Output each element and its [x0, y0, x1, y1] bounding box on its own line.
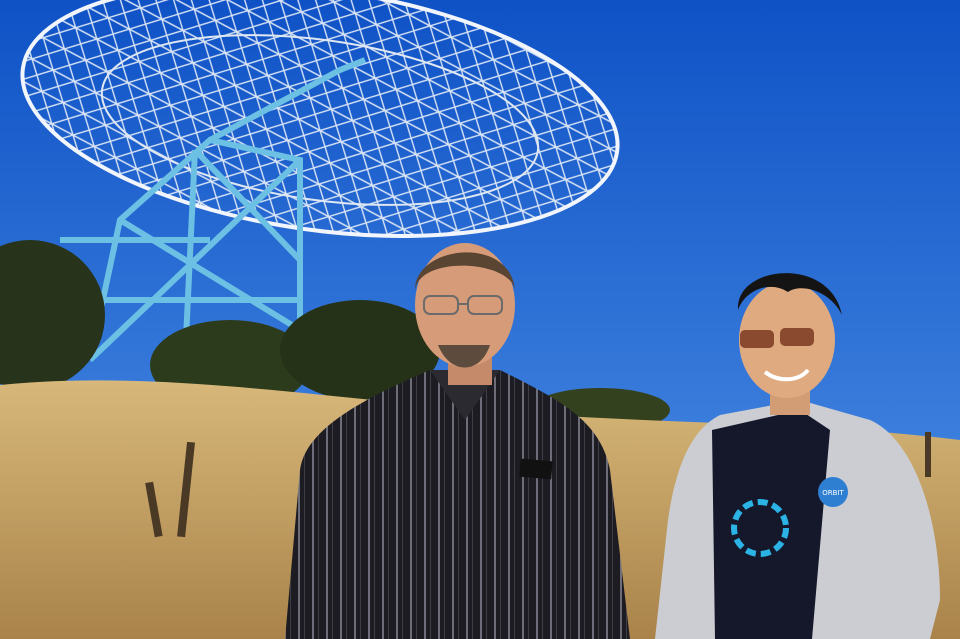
telescope-tower [60, 57, 367, 363]
shirt-badge-text: ORBIT [822, 489, 844, 497]
shirt-badge [818, 477, 848, 507]
shirt-logo [731, 499, 789, 557]
person-left [285, 243, 630, 639]
person-right: ORBIT [655, 273, 940, 639]
sunglasses [740, 328, 814, 348]
fence-posts [145, 432, 931, 538]
radio-telescope [20, 0, 620, 363]
glasses [423, 295, 503, 315]
